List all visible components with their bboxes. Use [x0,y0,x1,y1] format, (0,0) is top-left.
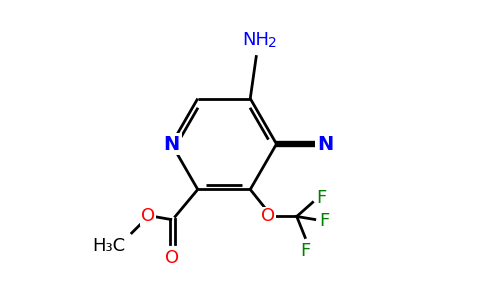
Text: H₃C: H₃C [92,238,126,256]
Text: F: F [316,190,327,208]
Text: F: F [319,212,330,230]
Text: N: N [164,134,180,154]
Text: O: O [261,208,275,226]
Text: NH: NH [243,31,270,49]
Text: F: F [300,242,310,260]
Text: O: O [165,250,179,268]
Text: 2: 2 [268,36,276,50]
Text: O: O [141,208,155,226]
Text: N: N [317,134,333,154]
